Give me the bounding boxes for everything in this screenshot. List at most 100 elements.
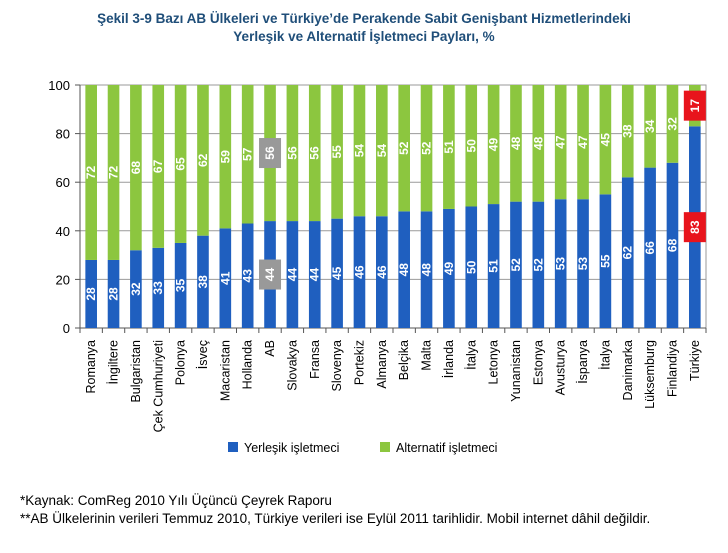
data-label-yerlesik: 32 — [129, 282, 143, 296]
bar-alternatif — [286, 85, 299, 222]
data-label-alternatif: 56 — [308, 146, 322, 160]
x-category-label: Fransa — [308, 340, 322, 379]
x-category-label: İsveç — [196, 340, 210, 369]
bar-alternatif — [554, 85, 567, 200]
data-label-alternatif: 49 — [487, 138, 501, 152]
data-label-yerlesik: 48 — [420, 263, 434, 277]
data-label-alternatif: 52 — [420, 141, 434, 155]
bar-alternatif — [621, 85, 634, 178]
data-label-alternatif: 48 — [509, 136, 523, 150]
data-label-alternatif: 32 — [665, 117, 679, 131]
data-label-alternatif: 45 — [598, 133, 612, 147]
bar-yerlesik — [376, 216, 388, 328]
data-label-yerlesik: 49 — [442, 261, 456, 275]
bar-alternatif — [174, 85, 187, 243]
y-tick-label: 60 — [56, 175, 70, 190]
data-label-yerlesik: 44 — [285, 268, 299, 282]
data-label-yerlesik: 53 — [576, 257, 590, 271]
bar-yerlesik — [241, 223, 254, 328]
x-category-label: Macaristan — [218, 340, 232, 401]
data-label-alternatif: 47 — [576, 135, 590, 149]
x-category-label: Romanya — [84, 340, 98, 394]
bar-yerlesik — [331, 218, 343, 328]
x-category-label: İrlanda — [442, 340, 456, 378]
data-label-yerlesik: 52 — [509, 258, 523, 272]
x-category-label: Finlandiya — [665, 340, 679, 397]
data-label-yerlesik-box — [683, 212, 706, 243]
chart-title-line1: Şekil 3-9 Bazı AB Ülkeleri ve Türkiye’de… — [97, 11, 631, 26]
data-label-yerlesik: 45 — [330, 266, 344, 280]
bar-yerlesik — [130, 250, 142, 328]
y-tick-label: 80 — [56, 127, 70, 142]
data-label-yerlesik: 53 — [554, 257, 568, 271]
x-category-label: Danimarka — [621, 340, 635, 400]
bar-yerlesik — [152, 247, 165, 328]
data-label-alternatif: 59 — [218, 150, 232, 164]
bar-yerlesik — [107, 259, 120, 328]
bar-yerlesik — [197, 235, 209, 328]
data-label-yerlesik: 46 — [375, 265, 389, 279]
data-label-alternatif: 47 — [554, 135, 568, 149]
data-label-yerlesik: 68 — [665, 238, 679, 252]
legend-label-yerlesik: Yerleşik işletmeci — [244, 441, 339, 455]
chart-subtitle: Yerleşik ve Alternatif İşletmeci Payları… — [233, 29, 495, 44]
bar-alternatif — [241, 85, 254, 224]
x-category-label: Hollanda — [241, 340, 255, 389]
data-label-alternatif: 62 — [196, 153, 210, 167]
data-label-yerlesik: 55 — [598, 254, 612, 268]
legend-swatch-yerlesik — [228, 442, 238, 452]
x-category-label: Polonya — [174, 340, 188, 385]
data-label-alternatif: 56 — [263, 146, 277, 160]
bar-yerlesik — [621, 177, 634, 328]
bar-yerlesik — [420, 211, 433, 328]
x-category-label: Estonya — [531, 340, 545, 385]
x-category-label: Lüksemburg — [643, 340, 657, 409]
bar-yerlesik — [666, 162, 679, 328]
x-category-label: Türkiye — [688, 340, 702, 381]
legend-swatch-alternatif — [380, 442, 390, 452]
x-category-label: Bulgaristan — [129, 340, 143, 403]
data-label-alternatif: 55 — [330, 145, 344, 159]
bar-yerlesik — [644, 167, 656, 328]
bar-yerlesik — [398, 211, 410, 328]
data-label-yerlesik: 35 — [174, 278, 188, 292]
bar-yerlesik — [353, 216, 366, 328]
bar-yerlesik — [532, 201, 545, 328]
bar-yerlesik — [174, 242, 187, 328]
data-label-yerlesik: 66 — [643, 241, 657, 255]
bar-alternatif — [599, 85, 612, 195]
bar-alternatif — [532, 85, 545, 202]
data-label-yerlesik-box — [259, 259, 282, 290]
data-label-yerlesik: 38 — [196, 275, 210, 289]
bar-yerlesik — [219, 228, 232, 328]
data-label-yerlesik: 83 — [688, 220, 702, 234]
data-label-alternatif: 57 — [241, 147, 255, 161]
data-label-alternatif: 56 — [285, 146, 299, 160]
bar-alternatif — [666, 85, 679, 163]
x-category-label: Malta — [420, 340, 434, 371]
data-label-yerlesik: 28 — [107, 287, 121, 301]
bar-yerlesik — [85, 259, 97, 328]
chart-title: Şekil 3-9 Bazı AB Ülkeleri ve Türkiye’de… — [0, 10, 728, 46]
y-tick-label: 20 — [56, 272, 70, 287]
x-category-label: Slovakya — [285, 340, 299, 391]
bar-yerlesik — [510, 201, 522, 328]
y-tick-label: 40 — [56, 224, 70, 239]
x-category-label: Slovenya — [330, 340, 344, 391]
bar-alternatif — [130, 85, 142, 251]
x-category-label: Letonya — [487, 340, 501, 385]
bar-alternatif — [331, 85, 343, 219]
data-label-yerlesik: 44 — [308, 268, 322, 282]
data-label-yerlesik: 52 — [531, 258, 545, 272]
x-category-label: İspanya — [576, 340, 590, 384]
legend-label-alternatif: Alternatif işletmeci — [396, 441, 497, 455]
x-category-label: AB — [263, 340, 277, 357]
bar-alternatif — [443, 85, 455, 209]
data-label-alternatif: 50 — [464, 139, 478, 153]
y-tick-label: 0 — [63, 321, 70, 336]
data-label-alternatif: 72 — [84, 165, 98, 179]
data-label-alternatif: 34 — [643, 119, 657, 133]
bar-yerlesik — [286, 221, 299, 328]
data-label-alternatif: 54 — [352, 144, 366, 158]
bar-alternatif — [197, 85, 209, 236]
